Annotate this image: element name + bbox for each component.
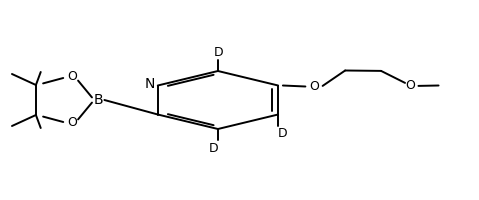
Text: D: D [214, 46, 223, 58]
Text: D: D [278, 127, 288, 140]
Text: O: O [405, 79, 415, 92]
Text: O: O [67, 116, 77, 130]
Text: O: O [309, 80, 319, 93]
Text: O: O [67, 71, 77, 84]
Text: N: N [145, 77, 155, 92]
Text: D: D [208, 142, 218, 154]
Text: B: B [93, 93, 103, 107]
